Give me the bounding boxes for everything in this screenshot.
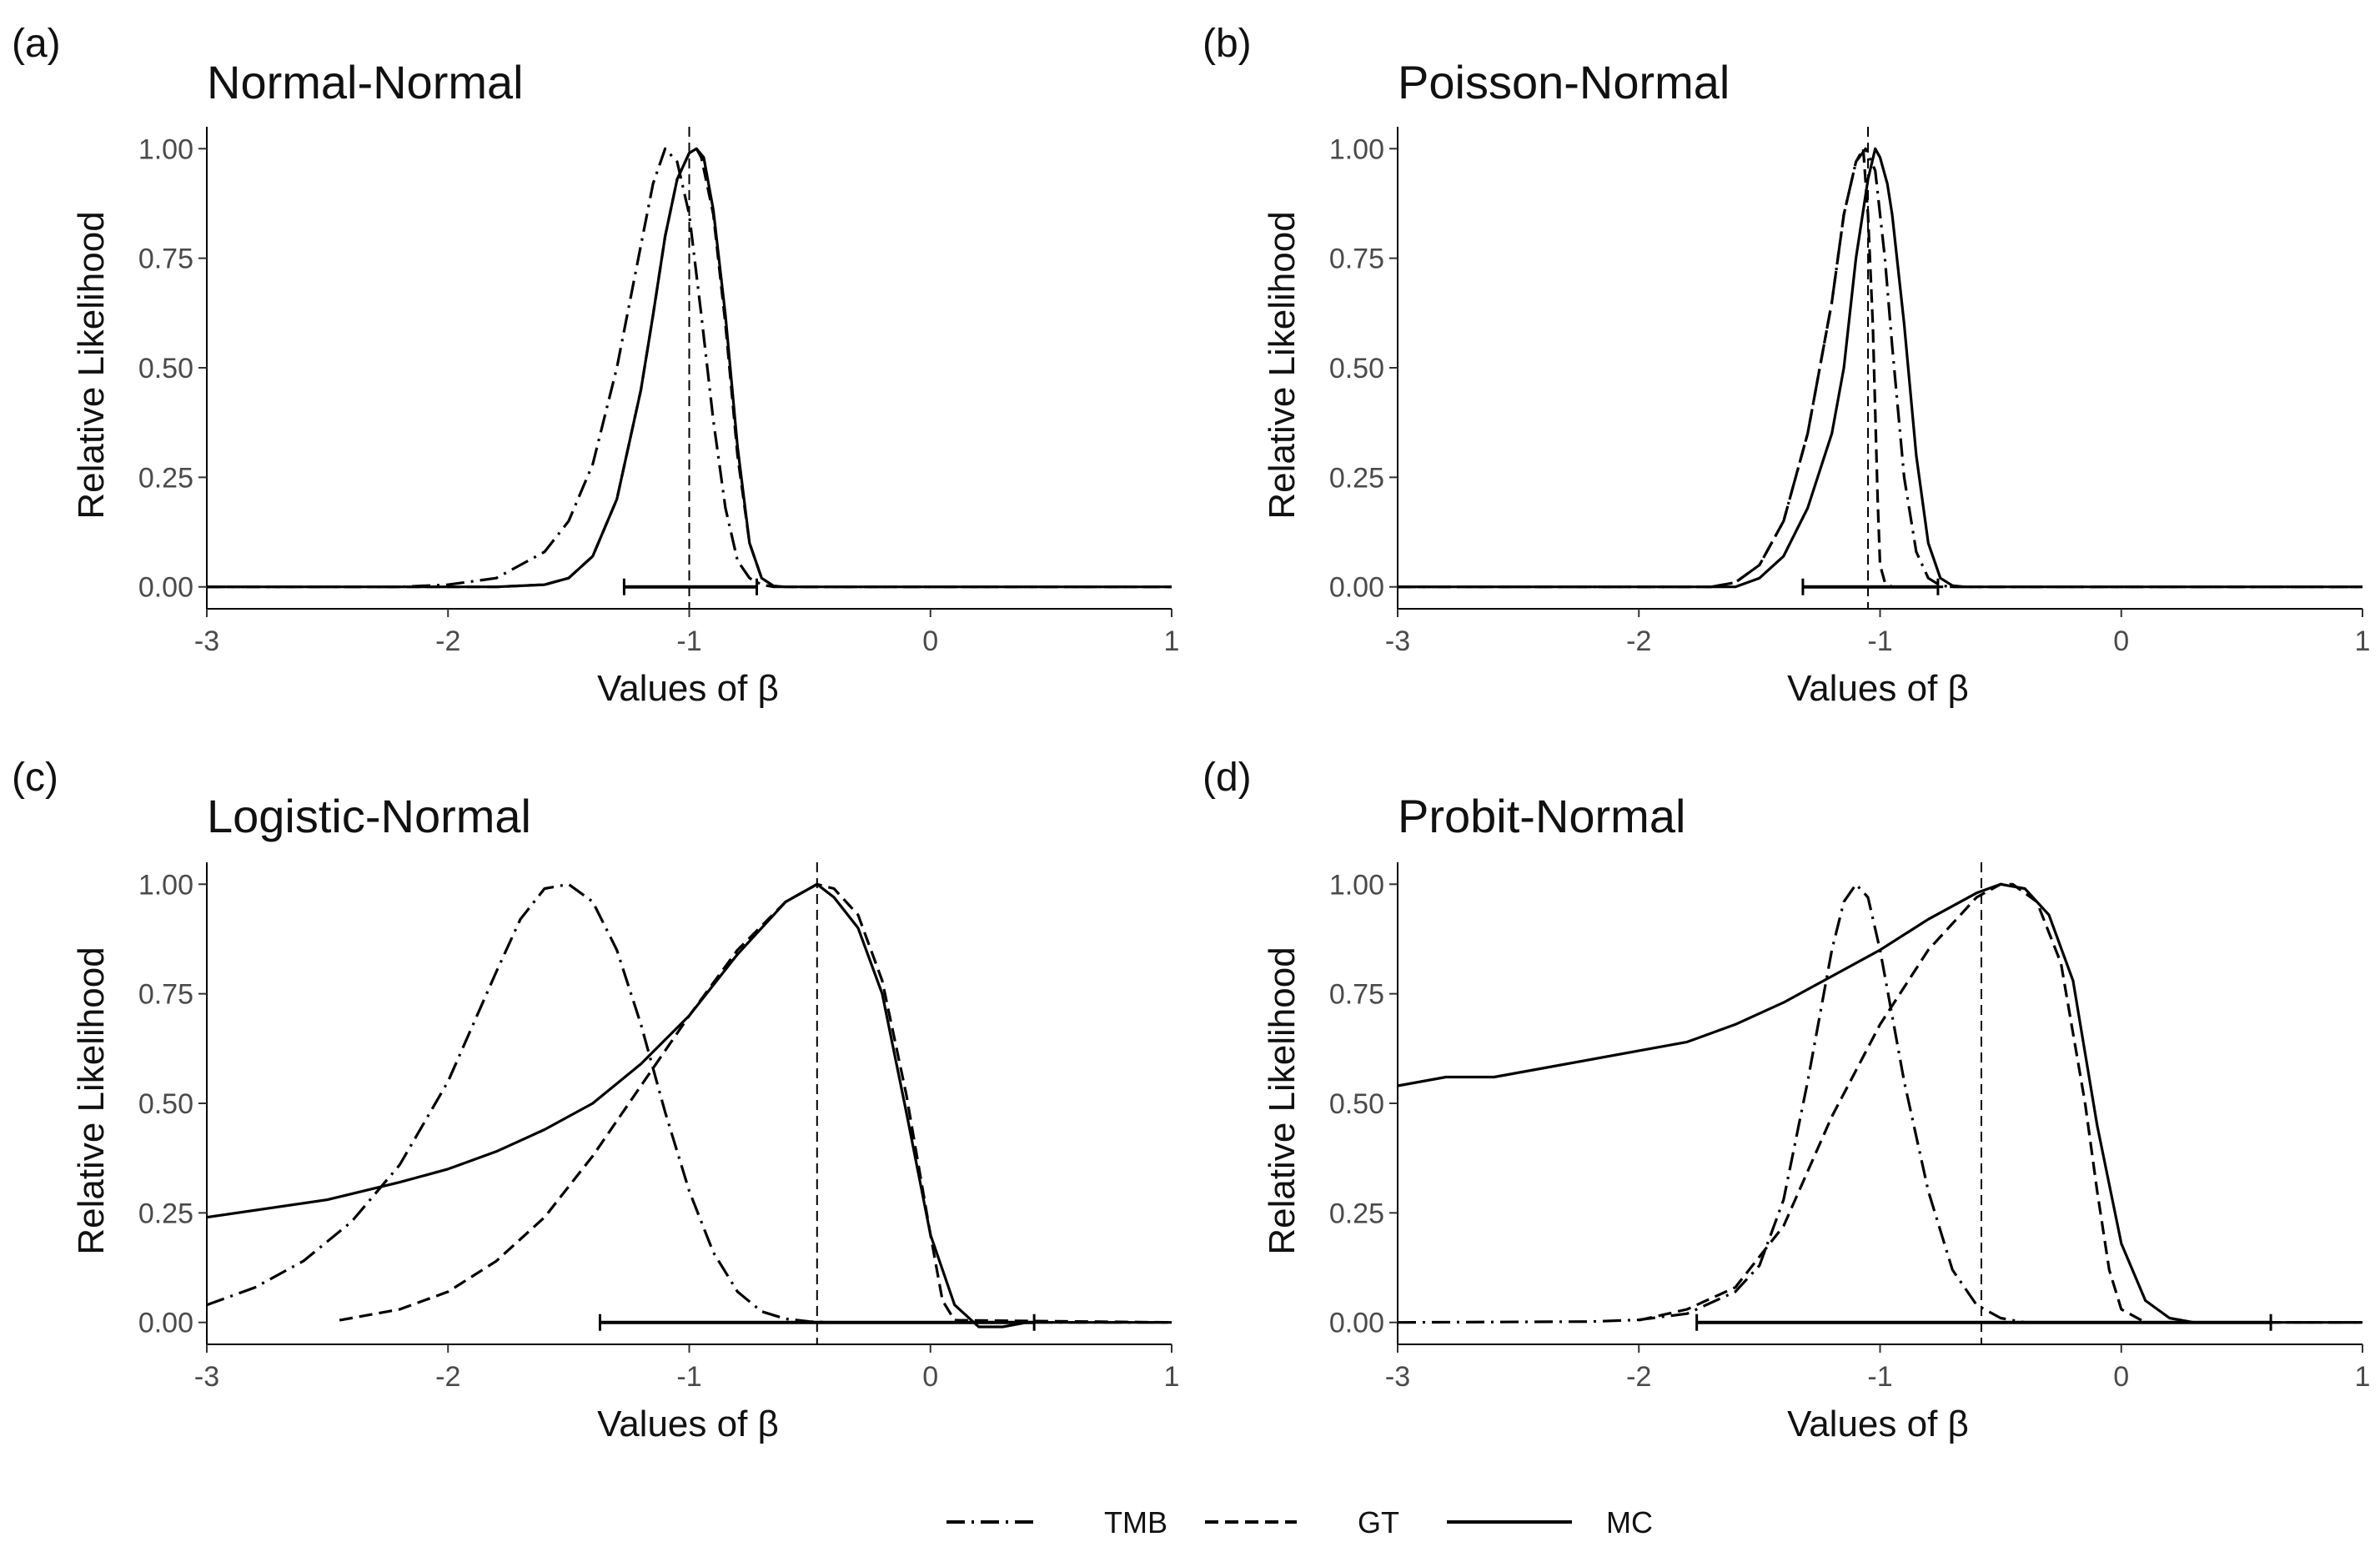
y-tick-label: 1.00	[138, 869, 193, 901]
panel-letter: (c)	[12, 756, 58, 800]
y-tick-label: 0.25	[1329, 462, 1384, 494]
y-tick-label: 0.75	[138, 979, 193, 1011]
y-tick-label: 1.00	[138, 133, 193, 165]
y-axis-label: Relative Likelihood	[1262, 211, 1303, 519]
x-tick-label: 1	[1164, 625, 1180, 657]
y-tick-label: 0.25	[138, 462, 193, 494]
y-tick-label: 0.75	[138, 244, 193, 275]
x-axis-label: Values of β	[1787, 1404, 1969, 1444]
y-tick-label: 0.50	[138, 353, 193, 384]
series-line-tmb	[207, 147, 1172, 589]
x-tick-label: 1	[1164, 1361, 1180, 1393]
panel-letter: (a)	[12, 22, 61, 66]
y-tick-label: 0.00	[138, 572, 193, 604]
x-tick-label: -1	[676, 1361, 701, 1393]
x-tick-label: -1	[1867, 625, 1892, 657]
x-tick-label: 0	[922, 1361, 938, 1393]
x-tick-label: -3	[1385, 625, 1410, 657]
x-tick-label: 0	[2113, 1361, 2129, 1393]
panel-letter: (b)	[1203, 22, 1252, 66]
panel-title: Poisson-Normal	[1398, 56, 1730, 108]
x-tick-label: -1	[676, 625, 701, 657]
series-line-tmb	[1398, 147, 2362, 589]
series-line-gt	[339, 882, 1172, 1324]
y-axis-label: Relative Likelihood	[71, 211, 112, 519]
y-tick-label: 0.75	[1329, 979, 1384, 1011]
legend-label-gt: GT	[1358, 1505, 1399, 1539]
series-line-tmb	[206, 882, 1172, 1324]
plot-area: 0.00 0.25 0.50 0.75 1.00 -3 -2 -1 0 1	[138, 862, 1180, 1393]
panel-c: (c) Logistic-Normal Relative Likelihood …	[12, 756, 1179, 1444]
x-tick-label: -1	[1867, 1361, 1892, 1393]
panel-title: Probit-Normal	[1398, 790, 1685, 842]
x-tick-label: -2	[1626, 1361, 1651, 1393]
panel-a: (a) Normal-Normal Relative Likelihood Va…	[12, 22, 1179, 709]
x-tick-label: 1	[2355, 625, 2371, 657]
y-tick-label: 0.00	[1329, 1308, 1384, 1339]
x-tick-label: -2	[435, 1361, 460, 1393]
panel-title: Normal-Normal	[207, 56, 524, 108]
series-line-mc	[206, 882, 1172, 1329]
y-tick-label: 0.50	[138, 1088, 193, 1120]
y-tick-label: 0.00	[138, 1308, 193, 1339]
series-line-tmb	[1397, 882, 2362, 1324]
y-tick-label: 1.00	[1329, 869, 1384, 901]
y-tick-label: 1.00	[1329, 133, 1384, 165]
x-tick-label: 1	[2355, 1361, 2371, 1393]
series-line-gt	[1638, 882, 2362, 1324]
legend: TMB GT MC	[946, 1505, 1653, 1539]
y-axis-label: Relative Likelihood	[1262, 947, 1303, 1254]
panel-d: (d) Probit-Normal Relative Likelihood Va…	[1203, 756, 2370, 1444]
panel-letter: (d)	[1203, 756, 1252, 800]
series-line-mc	[1397, 882, 2362, 1324]
x-axis-label: Values of β	[597, 668, 779, 709]
x-tick-label: -3	[1385, 1361, 1410, 1393]
y-axis-label: Relative Likelihood	[71, 947, 112, 1254]
x-axis-label: Values of β	[1787, 668, 1969, 709]
series-line-mc	[207, 147, 1172, 589]
x-tick-label: -3	[194, 1361, 219, 1393]
y-tick-label: 0.75	[1329, 244, 1384, 275]
panel-b: (b) Poisson-Normal Relative Likelihood V…	[1203, 22, 2370, 709]
y-tick-label: 0.50	[1329, 353, 1384, 384]
plot-area: 0.00 0.25 0.50 0.75 1.00 -3 -2 -1 0 1	[138, 127, 1180, 657]
x-tick-label: -2	[435, 625, 460, 657]
panel-title: Logistic-Normal	[207, 790, 531, 842]
legend-label-mc: MC	[1606, 1505, 1653, 1539]
x-tick-label: 0	[922, 625, 938, 657]
plot-area: 0.00 0.25 0.50 0.75 1.00 -3 -2 -1 0 1	[1329, 127, 2371, 657]
y-tick-label: 0.50	[1329, 1088, 1384, 1120]
y-tick-label: 0.25	[138, 1198, 193, 1229]
y-tick-label: 0.00	[1329, 572, 1384, 604]
x-axis-label: Values of β	[597, 1404, 779, 1444]
x-tick-label: -2	[1626, 625, 1651, 657]
y-tick-label: 0.25	[1329, 1198, 1384, 1229]
series-line-mc	[1398, 147, 2362, 589]
x-tick-label: 0	[2113, 625, 2129, 657]
legend-label-tmb: TMB	[1104, 1505, 1167, 1539]
x-tick-label: -3	[194, 625, 219, 657]
plot-area: 0.00 0.25 0.50 0.75 1.00 -3 -2 -1 0 1	[1329, 862, 2371, 1393]
